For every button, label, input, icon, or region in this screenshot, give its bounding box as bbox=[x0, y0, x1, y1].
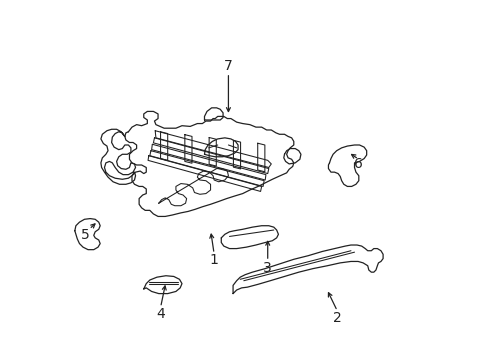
Polygon shape bbox=[204, 108, 223, 120]
Polygon shape bbox=[233, 245, 382, 294]
Polygon shape bbox=[160, 132, 167, 160]
Polygon shape bbox=[101, 129, 135, 184]
Polygon shape bbox=[149, 151, 264, 186]
Polygon shape bbox=[124, 111, 293, 216]
Polygon shape bbox=[233, 140, 240, 169]
Text: 5: 5 bbox=[81, 228, 90, 242]
Text: 6: 6 bbox=[354, 157, 363, 171]
Polygon shape bbox=[159, 168, 228, 206]
Text: 1: 1 bbox=[209, 253, 218, 267]
Polygon shape bbox=[257, 143, 264, 172]
Polygon shape bbox=[148, 156, 261, 192]
Polygon shape bbox=[143, 276, 182, 294]
Polygon shape bbox=[153, 138, 268, 174]
Polygon shape bbox=[75, 219, 100, 249]
Text: 4: 4 bbox=[156, 307, 164, 321]
Text: 2: 2 bbox=[332, 311, 341, 324]
Polygon shape bbox=[221, 226, 278, 249]
Polygon shape bbox=[184, 135, 192, 163]
Polygon shape bbox=[328, 145, 366, 186]
Polygon shape bbox=[204, 138, 238, 157]
Text: 7: 7 bbox=[224, 59, 232, 73]
Polygon shape bbox=[209, 138, 216, 166]
Polygon shape bbox=[151, 144, 265, 180]
Polygon shape bbox=[155, 131, 271, 167]
Polygon shape bbox=[283, 149, 300, 164]
Text: 3: 3 bbox=[263, 261, 271, 275]
